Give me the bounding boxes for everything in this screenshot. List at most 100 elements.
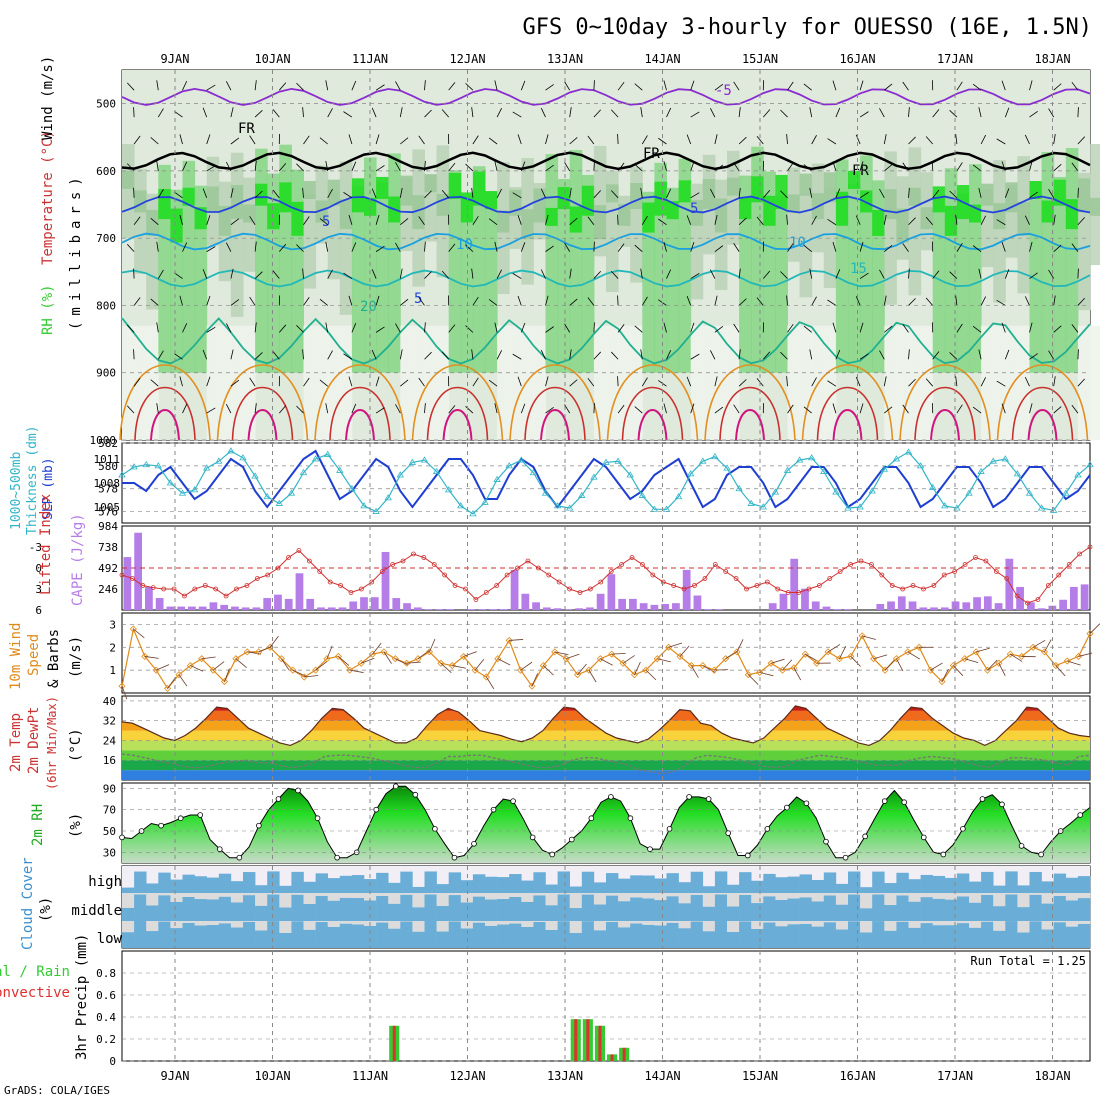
wind-barb (351, 323, 357, 333)
wind-barb-10m (554, 651, 569, 656)
wind-barb (1053, 376, 1056, 387)
wind-barb (617, 324, 625, 333)
wind-barb (690, 273, 700, 279)
wind-barb (174, 191, 183, 199)
thickness-marker (457, 502, 465, 509)
wind-barb-10m (1055, 665, 1066, 677)
rh-column (279, 144, 292, 373)
lifted-index-marker (483, 590, 489, 595)
wind-barb (254, 322, 257, 333)
wind-barb (666, 350, 672, 360)
wind-barb (472, 216, 479, 225)
lifted-index-marker (275, 565, 281, 571)
cloud-gap (279, 921, 292, 933)
cloud-bar (206, 899, 220, 921)
wind-barb-10m (372, 642, 382, 655)
rh-column (291, 169, 304, 373)
cape-bar (166, 606, 175, 610)
wind-barb (448, 405, 456, 414)
lifted-index-marker (1025, 600, 1030, 606)
thickness-marker (469, 510, 477, 517)
cape-bar (930, 607, 938, 610)
rh-moist-cell (630, 183, 643, 210)
wind-barb-10m (600, 658, 613, 666)
cloud-gap (243, 893, 256, 896)
cloud-bar (303, 903, 316, 921)
cape-bar (1005, 558, 1014, 610)
lifted-index-marker (411, 551, 416, 557)
precip-convective-bar (586, 1019, 590, 1061)
cloud-gap (860, 921, 873, 933)
wind-barb (296, 82, 304, 91)
cloud-gap (557, 893, 570, 895)
temp-tick: 24 (103, 734, 117, 747)
warm-contour (899, 364, 991, 441)
wind-barb (272, 109, 280, 118)
wind-barb-10m (771, 658, 785, 664)
rh-moist-cell (1041, 200, 1055, 223)
wind-barb (803, 83, 812, 91)
wind-barb (908, 378, 916, 387)
wind-barb (230, 218, 240, 226)
wind-speed-marker (118, 682, 126, 690)
date-label-bottom: 9JAN (161, 1069, 190, 1083)
wind-speed-marker (368, 650, 377, 658)
wind-barb (520, 161, 526, 172)
cape-bar (585, 607, 594, 610)
cloud-gap (956, 921, 970, 924)
wind-barb (424, 80, 426, 91)
rh-marker (744, 852, 751, 859)
rh-marker (862, 833, 868, 840)
wind-barb (278, 324, 287, 333)
lifted-index-marker (535, 565, 541, 571)
cloud-bar (666, 896, 679, 921)
cloud-gap (727, 893, 740, 907)
cape-bar (252, 607, 261, 610)
wind-barb (1071, 324, 1079, 333)
lifted-index-marker (650, 572, 656, 578)
wind-barb (494, 80, 498, 91)
wind-barb (303, 297, 310, 306)
rh-moist-cell (521, 209, 534, 240)
cloud-bar (472, 874, 486, 893)
cloud-bar (1041, 903, 1054, 921)
wind-speed-marker (1040, 648, 1049, 656)
cloud-gap (835, 893, 849, 905)
wind-barb (859, 111, 869, 118)
rh-dry-cell (606, 325, 619, 440)
wind-barb (133, 268, 135, 279)
cape-bar (951, 601, 960, 610)
precip-tick: 0.6 (96, 989, 116, 1002)
thickness-marker (529, 468, 538, 476)
wind-barb (714, 245, 724, 252)
cloud-bar (146, 905, 159, 921)
wind-barb (640, 268, 643, 279)
rh-moist-cell (376, 176, 389, 199)
wind-barb (780, 351, 788, 360)
thickness-marker (880, 465, 889, 472)
precip-convective-bar (392, 1025, 396, 1061)
wind-barb (182, 161, 188, 172)
pressure-tick: 1000 (90, 434, 117, 447)
cloud-bar (146, 931, 159, 948)
rh-moist-cell (1029, 181, 1043, 199)
cape-bar (779, 593, 788, 610)
cloud-gap (158, 893, 171, 896)
wind-speed-marker (892, 655, 900, 663)
cloud-gap (521, 893, 534, 902)
wind-barb (133, 187, 135, 198)
cloud-bar (521, 901, 534, 921)
cape-bar (177, 606, 186, 610)
wind-tick: 3 (109, 618, 116, 631)
wind-barb-10m (668, 642, 683, 648)
wind-barb (617, 162, 625, 172)
cloud-gap (218, 893, 232, 897)
cloud-bar (606, 873, 619, 893)
lifted-tick: -3 (29, 541, 42, 554)
cape-bar (360, 597, 368, 610)
lifted-index-marker (244, 583, 250, 588)
pressure-tick: 600 (96, 165, 116, 178)
lifted-index-marker (213, 586, 219, 592)
wind-barb (395, 81, 401, 91)
wind-barb-10m (121, 686, 128, 700)
